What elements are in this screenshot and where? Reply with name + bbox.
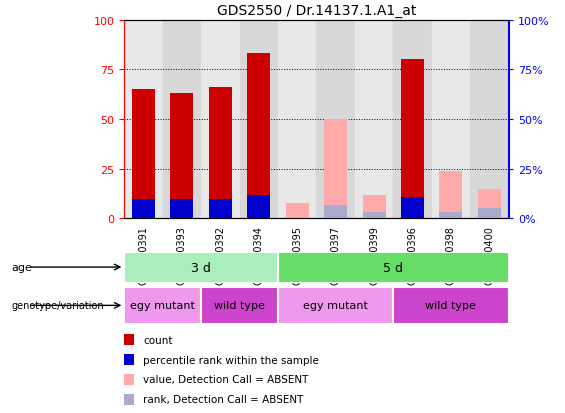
- Bar: [440, 213, 462, 219]
- Text: wild type: wild type: [214, 301, 265, 311]
- Text: count: count: [143, 335, 172, 345]
- Text: egy mutant: egy mutant: [131, 301, 195, 311]
- Bar: [171, 94, 193, 219]
- Bar: [316, 21, 355, 219]
- Bar: [440, 171, 462, 219]
- Bar: [124, 287, 201, 324]
- Bar: [163, 21, 201, 219]
- Bar: [286, 203, 308, 219]
- Bar: [247, 55, 270, 219]
- Bar: [432, 21, 470, 219]
- Text: 5 d: 5 d: [383, 261, 403, 274]
- Bar: [278, 21, 316, 219]
- Text: age: age: [11, 262, 32, 273]
- Text: egy mutant: egy mutant: [303, 301, 368, 311]
- Title: GDS2550 / Dr.14137.1.A1_at: GDS2550 / Dr.14137.1.A1_at: [217, 4, 416, 18]
- Bar: [363, 195, 385, 219]
- Bar: [171, 199, 193, 219]
- Bar: [478, 209, 501, 219]
- Bar: [124, 21, 163, 219]
- Bar: [363, 213, 385, 219]
- Bar: [355, 21, 393, 219]
- Bar: [124, 252, 278, 283]
- Bar: [393, 287, 508, 324]
- Bar: [470, 21, 508, 219]
- Bar: [209, 199, 232, 219]
- Bar: [132, 90, 155, 219]
- Bar: [247, 195, 270, 219]
- Text: value, Detection Call = ABSENT: value, Detection Call = ABSENT: [143, 375, 308, 385]
- Bar: [401, 60, 424, 219]
- Bar: [324, 120, 347, 219]
- Bar: [278, 287, 393, 324]
- Text: wild type: wild type: [425, 301, 476, 311]
- Bar: [201, 287, 278, 324]
- Bar: [201, 21, 240, 219]
- Text: percentile rank within the sample: percentile rank within the sample: [143, 355, 319, 365]
- Text: genotype/variation: genotype/variation: [11, 301, 104, 311]
- Bar: [478, 189, 501, 219]
- Bar: [401, 197, 424, 219]
- Bar: [393, 21, 432, 219]
- Text: 3 d: 3 d: [191, 261, 211, 274]
- Bar: [324, 205, 347, 219]
- Bar: [132, 199, 155, 219]
- Bar: [209, 88, 232, 219]
- Bar: [240, 21, 278, 219]
- Bar: [278, 252, 508, 283]
- Text: rank, Detection Call = ABSENT: rank, Detection Call = ABSENT: [143, 394, 303, 404]
